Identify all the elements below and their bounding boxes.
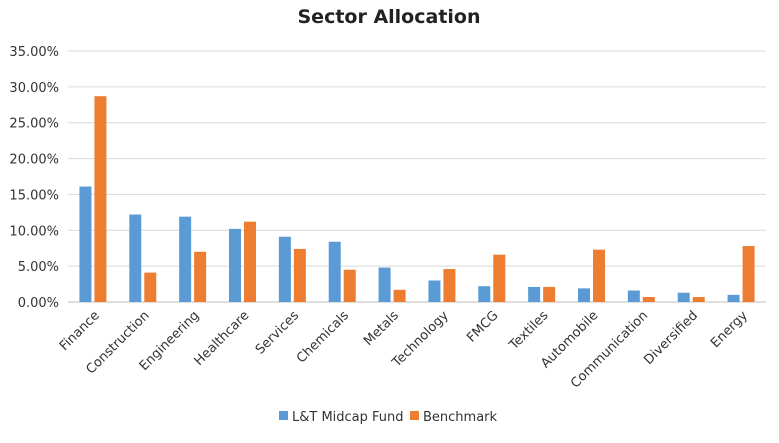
bar-benchmark-technology [443, 269, 456, 302]
bar-benchmark-communication [642, 296, 655, 302]
x-tick-label: Finance [57, 308, 103, 354]
legend-label: Benchmark [423, 410, 498, 425]
y-tick-label: 15.00% [9, 188, 59, 203]
bar-benchmark-services [293, 248, 306, 302]
bar-fund-fmcg [478, 286, 491, 302]
bars-layer [79, 96, 755, 303]
bar-fund-communication [627, 290, 640, 302]
bar-benchmark-textiles [543, 286, 556, 302]
bar-fund-construction [129, 214, 142, 302]
x-axis: FinanceConstructionEngineeringHealthcare… [57, 308, 751, 391]
bar-fund-metals [378, 267, 391, 302]
legend: L&T Midcap Fund Benchmark [279, 410, 498, 425]
y-tick-label: 10.00% [9, 224, 59, 239]
grid-layer [68, 50, 766, 303]
bar-benchmark-fmcg [493, 254, 506, 302]
y-tick-label: 30.00% [9, 81, 59, 96]
x-tick-label: Textiles [506, 308, 552, 354]
y-tick-label: 25.00% [9, 117, 59, 132]
bar-fund-automobile [578, 288, 590, 302]
bar-benchmark-engineering [194, 251, 207, 302]
bar-fund-textiles [528, 286, 541, 302]
bar-benchmark-energy [742, 246, 755, 302]
x-tick-label: Energy [708, 308, 751, 351]
y-tick-label: 5.00% [18, 260, 59, 275]
bar-fund-technology [428, 280, 441, 302]
bar-benchmark-diversified [692, 296, 705, 302]
y-tick-label: 35.00% [9, 45, 59, 60]
bar-fund-services [278, 236, 291, 302]
legend-swatch [279, 411, 288, 420]
legend-swatch [410, 411, 419, 420]
bar-fund-diversified [677, 292, 690, 302]
bar-benchmark-metals [393, 289, 406, 302]
bar-benchmark-chemicals [343, 269, 356, 302]
y-tick-label: 0.00% [18, 296, 59, 311]
bar-benchmark-healthcare [244, 221, 256, 302]
x-tick-label: Chemicals [294, 308, 352, 366]
x-tick-label: Diversified [641, 308, 701, 368]
x-tick-label: Metals [361, 308, 402, 349]
bar-fund-finance [79, 186, 92, 302]
chart-title: Sector Allocation [298, 6, 481, 28]
bar-fund-healthcare [229, 228, 241, 302]
bar-fund-chemicals [328, 241, 341, 302]
x-tick-label: Services [253, 308, 303, 358]
bar-fund-energy [727, 294, 740, 302]
y-tick-label: 20.00% [9, 153, 59, 168]
bar-benchmark-automobile [593, 249, 605, 302]
bar-benchmark-finance [94, 96, 107, 303]
y-axis: 0.00% 5.00% 10.00% 15.00% 20.00% 25.00% 30.00%… [9, 45, 59, 311]
x-tick-label: FMCG [464, 308, 501, 345]
bar-fund-engineering [179, 216, 192, 302]
bar-benchmark-construction [144, 272, 157, 302]
legend-label: L&T Midcap Fund [292, 410, 404, 425]
